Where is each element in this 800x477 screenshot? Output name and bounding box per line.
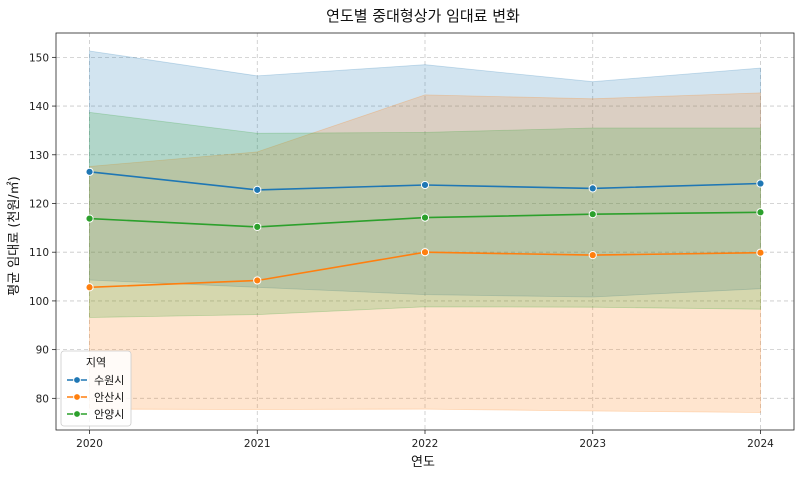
point-2 — [253, 276, 262, 285]
legend-box — [60, 350, 132, 427]
legend-item-label: 수원시 — [94, 374, 124, 387]
x-tick-label: 2020 — [76, 438, 103, 450]
point-1 — [85, 167, 94, 176]
point-1 — [756, 179, 765, 188]
legend-item-label: 안산시 — [94, 391, 124, 404]
grid — [56, 33, 794, 430]
point-3 — [756, 208, 765, 217]
y-tick-label: 130 — [29, 150, 49, 162]
point-2 — [588, 251, 597, 260]
confidence-bands — [89, 50, 761, 413]
point-2 — [756, 248, 765, 257]
point-1 — [588, 184, 597, 193]
chart-title: 연도별 중대형상가 임대료 변화 — [326, 7, 520, 25]
series-markers — [85, 167, 765, 292]
y-tick-label: 140 — [29, 101, 49, 113]
band-1 — [89, 50, 761, 298]
legend-item-label: 안양시 — [94, 408, 124, 421]
y-tick-label: 80 — [36, 393, 49, 405]
legend-swatch-marker — [73, 410, 81, 418]
y-tick-label: 150 — [29, 52, 49, 64]
x-tick-label: 2022 — [412, 438, 439, 450]
legend-swatch-marker — [73, 393, 81, 401]
point-1 — [420, 180, 430, 190]
y-tick-label: 90 — [36, 345, 49, 357]
point-1 — [253, 185, 262, 194]
point-3 — [420, 213, 430, 222]
y-tick-label: 100 — [29, 296, 49, 308]
point-3 — [85, 214, 94, 223]
x-tick-label: 2021 — [244, 438, 271, 450]
point-3 — [253, 222, 262, 231]
y-tick-label: 120 — [29, 198, 49, 210]
y-tick-label: 110 — [29, 247, 49, 259]
y-axis: 80 90 100 110 120 130 140 150 — [29, 52, 56, 405]
point-2 — [85, 283, 94, 292]
y-axis-label: 평균 임대료 (천원/㎡) — [7, 176, 22, 296]
x-tick-label: 2023 — [579, 438, 606, 450]
point-2 — [420, 248, 430, 257]
x-axis: 2020 2021 2022 2023 2024 — [76, 430, 774, 450]
point-3 — [588, 210, 597, 219]
x-axis-label: 연도 — [411, 455, 435, 470]
legend-swatch-marker — [73, 376, 81, 384]
legend-title: 지역 — [86, 356, 106, 369]
x-tick-label: 2024 — [747, 438, 774, 450]
